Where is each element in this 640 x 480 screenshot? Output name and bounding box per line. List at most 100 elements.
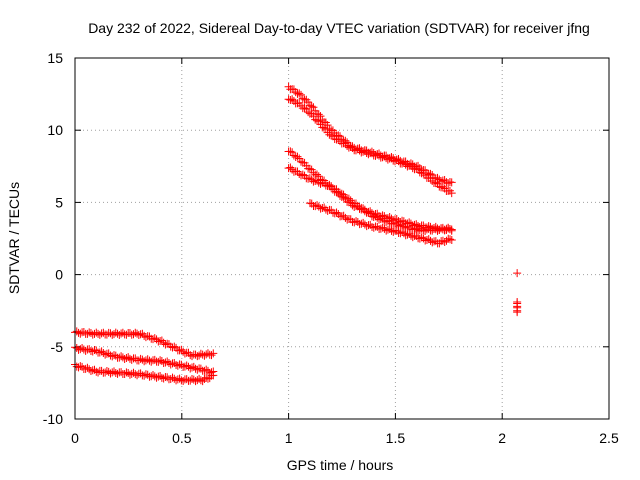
data-point (134, 356, 143, 365)
data-point (380, 152, 389, 161)
data-point (412, 164, 421, 173)
x-tick-label: 1.5 (386, 430, 406, 446)
data-point (284, 164, 293, 173)
data-point (177, 345, 186, 354)
data-point (375, 215, 384, 224)
data-point (74, 328, 83, 337)
data-point (312, 116, 321, 125)
data-point (159, 338, 168, 347)
y-tick-label: 15 (47, 50, 63, 66)
data-point (360, 207, 369, 216)
data-point (447, 178, 456, 187)
data-point (447, 225, 456, 234)
data-point (140, 357, 149, 366)
data-point (157, 373, 166, 382)
data-point (513, 269, 522, 278)
data-point (392, 156, 401, 165)
data-point (359, 147, 368, 156)
data-point (186, 351, 195, 360)
data-point (295, 170, 304, 179)
data-point (94, 329, 103, 338)
data-point (341, 193, 350, 202)
data-point (92, 346, 101, 355)
data-point (286, 163, 295, 172)
data-point (362, 208, 371, 217)
data-point (125, 370, 134, 379)
data-point (396, 221, 405, 230)
data-point (378, 153, 387, 162)
data-point (122, 354, 131, 363)
data-point (304, 108, 313, 117)
data-point (438, 225, 447, 234)
data-point (444, 223, 453, 232)
data-point (97, 347, 106, 356)
data-point (291, 88, 300, 97)
data-point (332, 208, 341, 217)
data-point (141, 333, 150, 342)
data-point (428, 177, 437, 186)
data-point (88, 347, 97, 356)
data-point (314, 202, 323, 211)
data-point (101, 350, 110, 359)
data-point (389, 227, 398, 236)
data-point (209, 371, 218, 380)
data-point (120, 369, 129, 378)
data-point (369, 213, 378, 222)
data-point (373, 222, 382, 231)
data-point (74, 363, 83, 372)
data-point (371, 212, 380, 221)
data-point (323, 206, 332, 215)
data-point (375, 151, 384, 160)
plot-frame (74, 57, 610, 420)
data-point (431, 178, 440, 187)
data-point (293, 152, 302, 161)
data-point (401, 223, 410, 232)
data-point (447, 236, 456, 245)
data-point (309, 168, 318, 177)
data-point (177, 376, 186, 385)
data-point (316, 179, 325, 188)
data-point (203, 366, 212, 375)
data-point (307, 102, 316, 111)
data-point (311, 115, 320, 124)
y-tick-label: 0 (55, 267, 63, 283)
chart-title: Day 232 of 2022, Sidereal Day-to-day VTE… (88, 20, 590, 36)
data-point (444, 179, 453, 188)
data-point (435, 175, 444, 184)
data-point (364, 150, 373, 159)
x-tick-label: 2.5 (599, 430, 619, 446)
data-point (419, 234, 428, 243)
data-point (399, 229, 408, 238)
data-point (316, 112, 325, 121)
data-point (154, 357, 163, 366)
data-point (369, 223, 378, 232)
data-point (209, 349, 218, 358)
x-tick-labels: 0 0.5 1 1.5 2 2.5 (71, 430, 619, 446)
data-point (353, 145, 362, 154)
data-point (173, 375, 182, 384)
data-point (401, 231, 410, 240)
data-point (360, 147, 369, 156)
data-point (373, 213, 382, 222)
data-point (346, 143, 355, 152)
data-point (341, 213, 350, 222)
data-point (330, 209, 339, 218)
data-point (383, 225, 392, 234)
data-points (71, 82, 522, 386)
data-point (419, 225, 428, 234)
data-point (398, 220, 407, 229)
data-point (355, 146, 364, 155)
data-point (295, 154, 304, 163)
data-point (327, 130, 336, 139)
data-point (444, 234, 453, 243)
data-point (127, 355, 136, 364)
data-point (343, 142, 352, 151)
data-point (288, 95, 297, 104)
data-point (415, 168, 424, 177)
data-point (320, 203, 329, 212)
data-point (422, 236, 431, 245)
data-point (364, 208, 373, 217)
data-point (513, 308, 522, 317)
data-point (191, 350, 200, 359)
